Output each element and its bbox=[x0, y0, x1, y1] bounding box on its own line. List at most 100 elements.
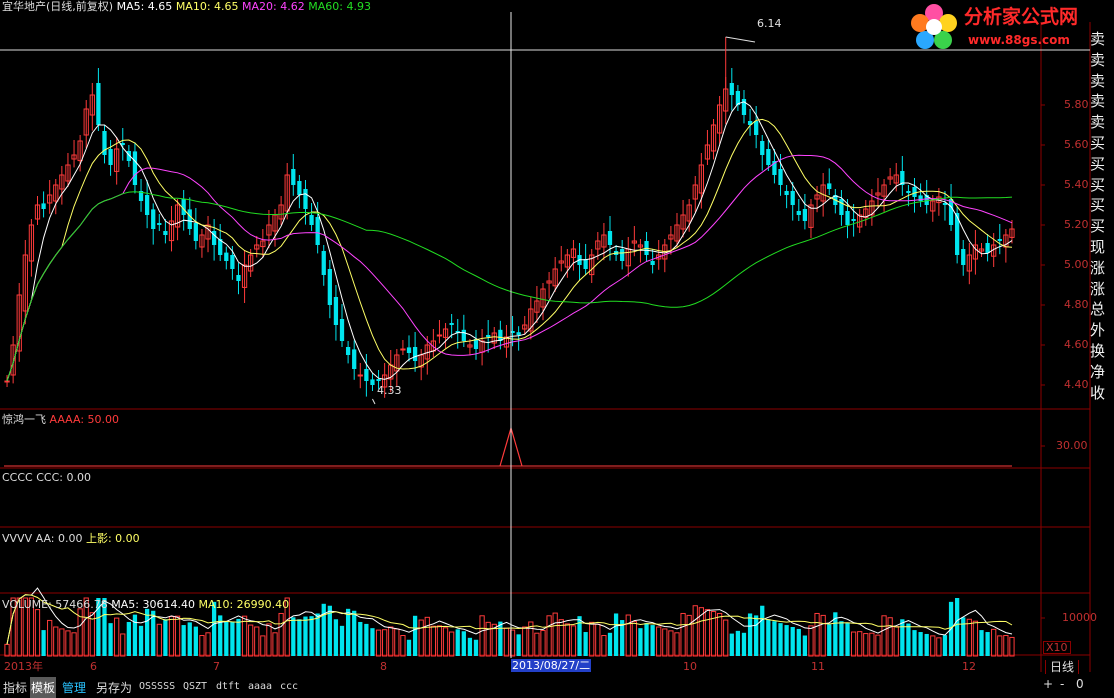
candle-down bbox=[291, 169, 296, 185]
zoom-out-button[interactable]: - bbox=[1060, 677, 1065, 691]
volume-bar-up bbox=[114, 617, 120, 657]
volume-bar-up bbox=[966, 618, 972, 657]
volume-bar-down bbox=[102, 598, 107, 656]
candle-up bbox=[34, 204, 41, 220]
volume-bar-up bbox=[388, 626, 394, 657]
candle-up bbox=[540, 288, 546, 308]
candle-up bbox=[284, 174, 290, 212]
candle-down bbox=[144, 195, 150, 215]
candle-down bbox=[845, 211, 850, 225]
volume-bar-up bbox=[869, 632, 875, 657]
candle-down bbox=[583, 259, 588, 269]
tab-aaaa[interactable]: aaaa bbox=[248, 681, 273, 692]
volume-name: VOLUME: 57466.78 bbox=[2, 598, 108, 611]
volume-bar-up bbox=[77, 608, 83, 657]
stock-title: 宜华地产(日线,前复权) bbox=[2, 0, 114, 13]
zoom-in-button[interactable]: + bbox=[1043, 677, 1054, 691]
volume-bar-up bbox=[71, 632, 77, 657]
candle-down bbox=[218, 239, 223, 255]
candle-up bbox=[875, 192, 881, 196]
quote-row-label: 外盘 bbox=[1090, 321, 1106, 340]
candle-up bbox=[966, 254, 972, 272]
candle-down bbox=[607, 231, 613, 245]
cccc-name: CCCC bbox=[2, 471, 33, 484]
volume-bar-down bbox=[760, 605, 765, 656]
tab-osssss[interactable]: OSSSSS bbox=[139, 681, 176, 692]
candle-up bbox=[686, 204, 692, 222]
price-tick: 5.00 bbox=[1064, 258, 1089, 271]
volume-bar-up bbox=[991, 628, 997, 657]
candle-up bbox=[382, 374, 388, 388]
volume-bar-down bbox=[339, 625, 345, 656]
zoom-reset-button[interactable]: 0 bbox=[1076, 677, 1084, 691]
volume-bar-up bbox=[83, 597, 89, 657]
tab-templates[interactable]: 模板 bbox=[30, 677, 57, 698]
candle-down bbox=[772, 161, 777, 175]
volume-bar-up bbox=[436, 625, 443, 657]
cccc-value: CCC: 0.00 bbox=[36, 471, 91, 484]
quote-row-label: 卖四 bbox=[1090, 50, 1106, 69]
volume-bar-up bbox=[442, 627, 449, 657]
volume-bar-down bbox=[955, 598, 960, 656]
jinghong-value: AAAA: 50.00 bbox=[49, 413, 120, 426]
ma5-line bbox=[6, 101, 1013, 382]
candle-down bbox=[333, 297, 339, 325]
volume-bar-up bbox=[631, 621, 637, 657]
price-tick: 4.40 bbox=[1064, 378, 1089, 391]
candle-up bbox=[930, 200, 936, 212]
candle-up bbox=[65, 164, 71, 182]
tab-indicators[interactable]: 指标 bbox=[3, 681, 28, 695]
volume-bar-down bbox=[321, 603, 326, 656]
volume-bar-up bbox=[534, 632, 540, 657]
candle-down bbox=[339, 319, 345, 341]
candle-down bbox=[790, 191, 795, 205]
candle-down bbox=[309, 215, 314, 225]
candle-down bbox=[236, 275, 241, 281]
volume-bar-down bbox=[151, 610, 156, 656]
candle-up bbox=[89, 94, 95, 116]
volume-bar-up bbox=[16, 597, 22, 657]
candle-down bbox=[918, 195, 923, 201]
volume-bar-up bbox=[491, 623, 497, 657]
tab-save-as[interactable]: 另存为 bbox=[96, 681, 133, 695]
volume-bar-up bbox=[522, 626, 528, 657]
candle-up bbox=[357, 374, 363, 377]
tab-manage[interactable]: 管理 bbox=[62, 681, 87, 695]
candle-up bbox=[710, 124, 717, 152]
volume-bar-down bbox=[498, 621, 503, 656]
candle-up bbox=[114, 148, 120, 172]
volume-bar-down bbox=[224, 621, 229, 656]
tab-ccc[interactable]: ccc bbox=[280, 681, 299, 692]
price-tick: 4.80 bbox=[1064, 298, 1089, 311]
volume-bar-down bbox=[181, 625, 186, 656]
volume-bar-up bbox=[241, 615, 248, 657]
volume-bar-up bbox=[595, 623, 601, 657]
volume-bar-up bbox=[710, 611, 717, 657]
volume-bar-down bbox=[735, 630, 741, 656]
volume-bar-up bbox=[893, 626, 899, 657]
volume-bar-down bbox=[747, 613, 753, 656]
candle-down bbox=[126, 151, 131, 161]
period-selector[interactable]: 日线 bbox=[1045, 660, 1080, 674]
volume-bar-up bbox=[723, 619, 729, 657]
candle-down bbox=[516, 332, 521, 335]
volume-bar-down bbox=[638, 628, 643, 656]
volume-bar-up bbox=[284, 597, 290, 657]
volume-bar-down bbox=[583, 632, 588, 656]
candle-up bbox=[972, 244, 979, 260]
tab-dtft[interactable]: dtft bbox=[216, 681, 241, 692]
volume-bar-up bbox=[4, 643, 10, 657]
volume-bar-up bbox=[601, 635, 607, 657]
time-axis-month-8: 8 bbox=[380, 660, 387, 673]
volume-bar-up bbox=[394, 628, 400, 657]
volume-bar-up bbox=[479, 615, 485, 657]
site-watermark: 分析家公式网 www.88gs.com bbox=[908, 2, 1114, 52]
candle-down bbox=[741, 99, 747, 115]
price-tick: 5.80 bbox=[1064, 98, 1089, 111]
candle-down bbox=[948, 199, 954, 225]
candle-up bbox=[491, 332, 497, 344]
volume-bar-up bbox=[546, 615, 552, 657]
candle-up bbox=[278, 204, 284, 220]
tab-qszt[interactable]: QSZT bbox=[183, 681, 208, 692]
